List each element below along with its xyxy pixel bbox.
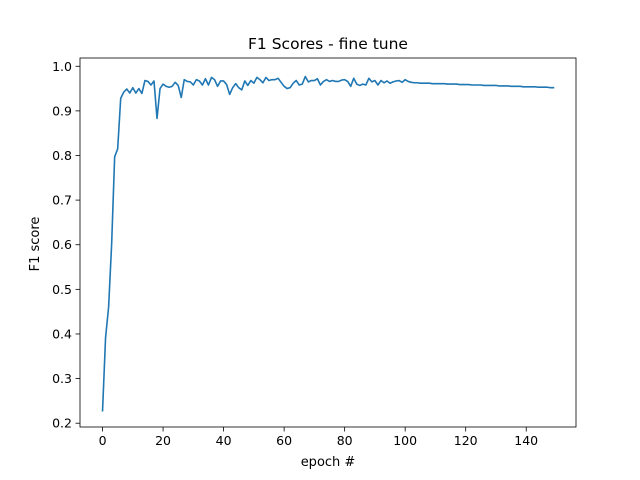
y-tick-label: 0.2: [52, 416, 72, 431]
series-layer: [101, 75, 555, 412]
axis-ticks: 0 20 40 60 80 100 120 140 0.2 0.3 0.4 0.5 0.6 0.7 0.8 0…: [52, 59, 538, 448]
chart-title: F1 Scores - fine tune: [248, 35, 408, 53]
plot-frame: [79, 57, 577, 428]
x-tick-label: 40: [216, 433, 232, 448]
y-tick-label: 0.4: [52, 326, 72, 341]
y-axis-label: F1 score: [28, 217, 43, 272]
x-tick-label: 80: [337, 433, 353, 448]
y-tick-label: 0.8: [52, 148, 72, 163]
x-tick-label: 140: [514, 433, 538, 448]
y-tick-label: 0.3: [52, 371, 72, 386]
x-tick-label: 100: [393, 433, 417, 448]
x-tick-label: 20: [155, 433, 171, 448]
y-tick-label: 0.9: [52, 103, 72, 118]
x-axis-label: epoch #: [301, 455, 356, 470]
y-tick-label: 0.5: [52, 282, 72, 297]
y-tick-label: 1.0: [52, 59, 72, 74]
x-tick-label: 60: [276, 433, 292, 448]
x-tick-label: 120: [454, 433, 478, 448]
x-tick-label: 0: [99, 433, 107, 448]
y-tick-label: 0.6: [52, 237, 72, 252]
y-tick-label: 0.7: [52, 193, 72, 208]
series-line-0: [101, 75, 555, 412]
